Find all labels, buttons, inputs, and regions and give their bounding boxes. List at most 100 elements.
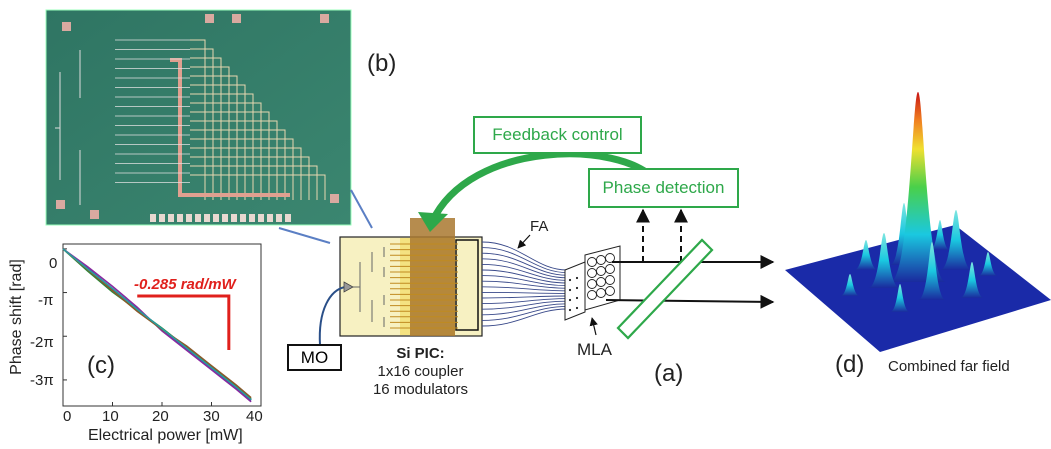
lens [587,290,597,300]
dot [568,298,572,302]
chip-pad [56,200,65,209]
fiber-array [481,241,568,327]
chip-trace [190,156,310,200]
chip-trace [190,66,230,200]
dot [568,288,572,292]
lens [605,253,615,263]
x-tick-2: 20 [152,408,169,425]
micro-lens-array [564,245,621,321]
chip-pad [205,14,214,23]
chip-trace [190,165,318,200]
x-tick-0: 0 [63,408,72,425]
far-field-surface [785,92,1051,352]
chip-bond-pad [177,214,183,222]
chip-bond-pad [267,214,273,222]
dot [568,308,572,312]
y-tick-0: 0 [49,255,58,272]
modulator-lines [390,243,458,329]
feedback-control-box: Feedback control [473,116,642,154]
pic-line1: 1x16 coupler [377,363,464,380]
far-field-peak [960,262,984,298]
fiber [481,300,568,310]
label-a: (a) [654,360,684,387]
lens [587,268,597,278]
dot [575,296,579,300]
fiber [481,291,568,294]
series-line [62,248,252,401]
slope-marker [137,294,231,350]
far-field-peak [930,220,950,250]
chip-trace [190,147,302,200]
far-field-peak [890,284,910,312]
chip-trace-main [170,58,290,197]
mla-label: MLA [577,340,612,359]
label-d: (d) [835,351,865,378]
far-field-peak [868,233,900,288]
chip-pad [90,210,99,219]
chip-photo [45,9,352,226]
fiber [481,308,568,327]
fiber [481,275,568,287]
chip-pad [330,194,339,203]
phase-chart [62,243,262,407]
chip-bond-pad [249,214,255,222]
chip-bond-pad [159,214,165,222]
y-axis-title: Phase shift [rad] [8,259,25,375]
chip-bond-pad [276,214,282,222]
far-field-label: Combined far field [888,358,1010,375]
far-field-peak [978,252,998,276]
chip-trace [190,84,246,200]
fiber [481,303,568,316]
x-tick-1: 10 [102,408,119,425]
chip-pad [232,14,241,23]
fiber [481,252,568,276]
fiber [481,286,568,292]
chip-pad [320,14,329,23]
chip-bond-pad [204,214,210,222]
chip-bond-pad [168,214,174,222]
chip-bond-pad [231,214,237,222]
lens [605,286,615,296]
chip-bond-pad [240,214,246,222]
chip-trace [190,57,222,200]
chip-trace [190,129,286,200]
fa-label: FA [530,218,549,235]
far-field-peak [890,92,946,282]
lens [587,279,597,289]
fiber [481,305,568,321]
mo-box: MO [287,344,342,371]
dot [568,278,572,282]
pic-line2: 16 modulators [372,381,469,398]
far-field-peak [840,274,860,296]
series-line [62,248,252,403]
dot [575,306,579,310]
chip-bond-pad [195,214,201,222]
far-field-peak [854,240,878,270]
far-field-peak [940,210,972,270]
chip-trace [190,48,214,200]
chip-trace [190,120,278,200]
lens [596,255,606,265]
waveguide-tree [352,247,385,327]
lens [587,257,597,267]
chip-trace [190,39,206,200]
fiber [481,295,568,299]
fiber [481,263,568,281]
chip-trace [190,111,270,200]
chip-trace [190,138,294,200]
slope-annotation: -0.285 rad/mW [134,276,236,293]
fiber [481,241,568,271]
chip-bond-pad [222,214,228,222]
fiber [481,258,568,279]
fiber [481,298,568,305]
far-field-peak [890,203,918,265]
lens [596,266,606,276]
lens [596,288,606,298]
lens [596,277,606,287]
chip-bond-pad [186,214,192,222]
y-tick-2: -2π [30,334,54,351]
label-b: (b) [367,50,397,77]
chip-bond-pad [150,214,156,222]
